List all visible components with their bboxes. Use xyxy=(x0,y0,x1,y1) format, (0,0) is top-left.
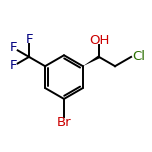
Text: F: F xyxy=(10,41,17,54)
Polygon shape xyxy=(83,56,100,66)
Text: F: F xyxy=(25,33,33,45)
Text: Cl: Cl xyxy=(132,50,145,63)
Text: F: F xyxy=(10,59,17,72)
Text: Br: Br xyxy=(57,116,71,129)
Text: OH: OH xyxy=(89,34,110,47)
